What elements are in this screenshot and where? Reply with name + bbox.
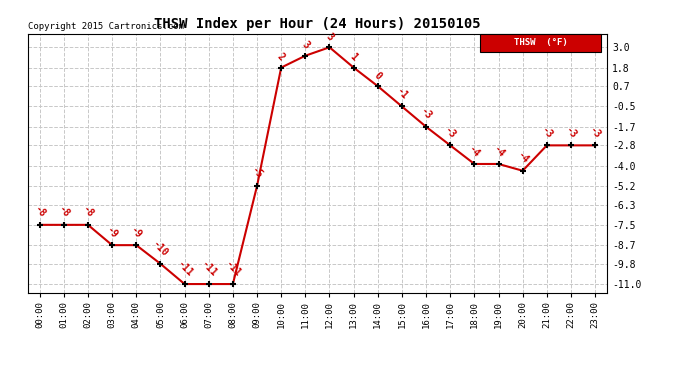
Text: -4: -4 [466,144,482,159]
Text: 3: 3 [324,32,335,42]
Text: -10: -10 [150,240,170,259]
Text: -1: -1 [394,86,410,102]
Text: -4: -4 [515,151,531,166]
Text: -9: -9 [104,225,120,240]
Text: -3: -3 [563,125,579,141]
Text: 2: 2 [275,52,287,63]
Text: Copyright 2015 Cartronics.com: Copyright 2015 Cartronics.com [28,22,184,31]
Text: 0: 0 [372,70,384,81]
Text: -3: -3 [539,125,555,141]
Text: -8: -8 [56,205,72,220]
Text: -11: -11 [199,260,219,279]
Text: -8: -8 [32,205,48,220]
Text: -11: -11 [175,260,195,279]
Text: -11: -11 [223,260,243,279]
Text: -3: -3 [587,125,603,141]
Text: -3: -3 [418,106,434,122]
Text: -4: -4 [491,144,506,159]
Text: -5: -5 [249,166,265,181]
FancyBboxPatch shape [480,34,602,52]
Text: 3: 3 [299,40,311,51]
Text: -9: -9 [128,225,144,240]
Text: -3: -3 [442,125,458,141]
Text: -8: -8 [80,205,96,220]
Text: THSW  (°F): THSW (°F) [513,38,567,47]
Text: 1: 1 [348,52,359,63]
Title: THSW Index per Hour (24 Hours) 20150105: THSW Index per Hour (24 Hours) 20150105 [154,17,481,31]
